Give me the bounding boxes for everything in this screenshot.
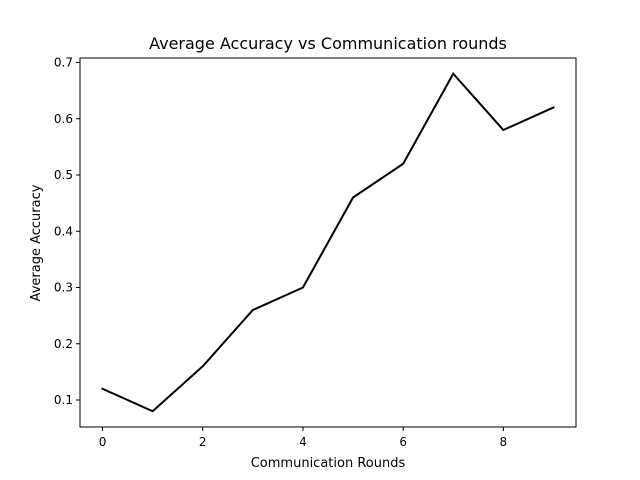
plot-area — [101, 72, 555, 413]
chart-title: Average Accuracy vs Communication rounds — [149, 34, 507, 53]
x-tick-label: 8 — [500, 435, 508, 449]
x-tick-label: 6 — [399, 435, 407, 449]
x-axis-ticks: 0 2 4 6 8 — [99, 427, 507, 449]
y-tick-label: 0.7 — [54, 56, 73, 70]
y-tick-label: 0.1 — [54, 393, 73, 407]
x-tick-label: 0 — [99, 435, 107, 449]
x-tick-label: 2 — [199, 435, 207, 449]
y-axis-label: Average Accuracy — [29, 184, 44, 301]
y-tick-label: 0.5 — [54, 168, 73, 182]
x-tick-label: 4 — [299, 435, 307, 449]
y-tick-label: 0.4 — [54, 224, 73, 238]
y-axis-ticks: 0.1 0.2 0.3 0.4 0.5 0.6 0.7 — [54, 56, 80, 407]
y-tick-label: 0.6 — [54, 112, 73, 126]
series-line — [101, 72, 555, 413]
y-tick-label: 0.3 — [54, 281, 73, 295]
axes-frame — [79, 57, 577, 428]
y-tick-label: 0.2 — [54, 337, 73, 351]
x-axis-label: Communication Rounds — [251, 456, 406, 471]
